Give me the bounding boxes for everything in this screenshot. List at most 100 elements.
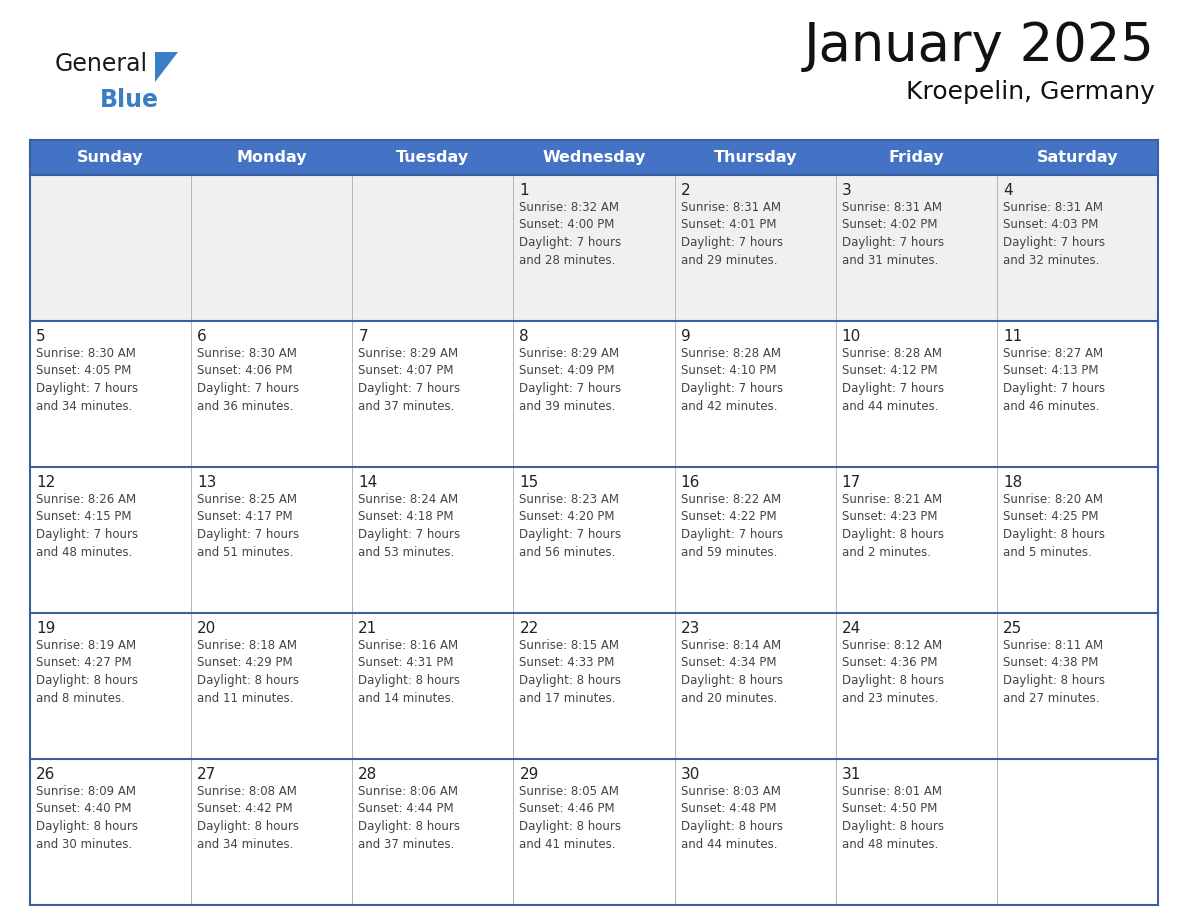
Text: Monday: Monday [236, 150, 307, 165]
Text: 4: 4 [1003, 183, 1012, 198]
Bar [191, 759, 353, 905]
Text: Sunrise: 8:12 AM
Sunset: 4:36 PM
Daylight: 8 hours
and 23 minutes.: Sunrise: 8:12 AM Sunset: 4:36 PM Dayligh… [842, 639, 943, 704]
Bar [997, 175, 1158, 321]
Text: Sunrise: 8:23 AM
Sunset: 4:20 PM
Daylight: 7 hours
and 56 minutes.: Sunrise: 8:23 AM Sunset: 4:20 PM Dayligh… [519, 493, 621, 558]
Bar [675, 175, 835, 321]
Text: Sunrise: 8:15 AM
Sunset: 4:33 PM
Daylight: 8 hours
and 17 minutes.: Sunrise: 8:15 AM Sunset: 4:33 PM Dayligh… [519, 639, 621, 704]
Text: Sunrise: 8:20 AM
Sunset: 4:25 PM
Daylight: 8 hours
and 5 minutes.: Sunrise: 8:20 AM Sunset: 4:25 PM Dayligh… [1003, 493, 1105, 558]
Text: 16: 16 [681, 475, 700, 490]
Text: 22: 22 [519, 621, 538, 636]
Text: 5: 5 [36, 329, 45, 344]
Text: 28: 28 [359, 767, 378, 782]
Text: Sunrise: 8:11 AM
Sunset: 4:38 PM
Daylight: 8 hours
and 27 minutes.: Sunrise: 8:11 AM Sunset: 4:38 PM Dayligh… [1003, 639, 1105, 704]
Text: Tuesday: Tuesday [397, 150, 469, 165]
Bar [353, 467, 513, 613]
Bar [675, 613, 835, 759]
Bar [30, 321, 191, 467]
Text: 21: 21 [359, 621, 378, 636]
Text: 20: 20 [197, 621, 216, 636]
Text: 14: 14 [359, 475, 378, 490]
Bar [997, 613, 1158, 759]
Bar [675, 321, 835, 467]
Text: Sunrise: 8:28 AM
Sunset: 4:10 PM
Daylight: 7 hours
and 42 minutes.: Sunrise: 8:28 AM Sunset: 4:10 PM Dayligh… [681, 347, 783, 412]
Text: 6: 6 [197, 329, 207, 344]
Text: Saturday: Saturday [1037, 150, 1118, 165]
Bar [191, 613, 353, 759]
Bar [997, 759, 1158, 905]
Text: 26: 26 [36, 767, 56, 782]
Bar [835, 175, 997, 321]
Bar [675, 467, 835, 613]
Text: 23: 23 [681, 621, 700, 636]
Bar [513, 175, 675, 321]
Text: Sunday: Sunday [77, 150, 144, 165]
Text: 11: 11 [1003, 329, 1022, 344]
Text: Wednesday: Wednesday [542, 150, 646, 165]
Text: Sunrise: 8:26 AM
Sunset: 4:15 PM
Daylight: 7 hours
and 48 minutes.: Sunrise: 8:26 AM Sunset: 4:15 PM Dayligh… [36, 493, 138, 558]
Text: 9: 9 [681, 329, 690, 344]
Bar [997, 467, 1158, 613]
Text: 12: 12 [36, 475, 56, 490]
Text: January 2025: January 2025 [804, 20, 1155, 72]
Text: Sunrise: 8:31 AM
Sunset: 4:01 PM
Daylight: 7 hours
and 29 minutes.: Sunrise: 8:31 AM Sunset: 4:01 PM Dayligh… [681, 201, 783, 266]
Text: Sunrise: 8:06 AM
Sunset: 4:44 PM
Daylight: 8 hours
and 37 minutes.: Sunrise: 8:06 AM Sunset: 4:44 PM Dayligh… [359, 785, 460, 850]
Text: Kroepelin, Germany: Kroepelin, Germany [906, 80, 1155, 104]
Text: Sunrise: 8:32 AM
Sunset: 4:00 PM
Daylight: 7 hours
and 28 minutes.: Sunrise: 8:32 AM Sunset: 4:00 PM Dayligh… [519, 201, 621, 266]
Text: 30: 30 [681, 767, 700, 782]
Bar [353, 175, 513, 321]
Bar [675, 759, 835, 905]
Text: Sunrise: 8:14 AM
Sunset: 4:34 PM
Daylight: 8 hours
and 20 minutes.: Sunrise: 8:14 AM Sunset: 4:34 PM Dayligh… [681, 639, 783, 704]
Bar [835, 467, 997, 613]
Text: 27: 27 [197, 767, 216, 782]
Text: Blue: Blue [100, 88, 159, 112]
Bar [353, 613, 513, 759]
Text: 8: 8 [519, 329, 529, 344]
Text: 1: 1 [519, 183, 529, 198]
Bar [513, 759, 675, 905]
Text: Sunrise: 8:24 AM
Sunset: 4:18 PM
Daylight: 7 hours
and 53 minutes.: Sunrise: 8:24 AM Sunset: 4:18 PM Dayligh… [359, 493, 461, 558]
Text: Sunrise: 8:25 AM
Sunset: 4:17 PM
Daylight: 7 hours
and 51 minutes.: Sunrise: 8:25 AM Sunset: 4:17 PM Dayligh… [197, 493, 299, 558]
Text: 29: 29 [519, 767, 539, 782]
Bar [513, 321, 675, 467]
Text: 31: 31 [842, 767, 861, 782]
Polygon shape [154, 52, 178, 82]
Bar [191, 321, 353, 467]
Text: Sunrise: 8:30 AM
Sunset: 4:05 PM
Daylight: 7 hours
and 34 minutes.: Sunrise: 8:30 AM Sunset: 4:05 PM Dayligh… [36, 347, 138, 412]
Bar [513, 467, 675, 613]
Text: Sunrise: 8:05 AM
Sunset: 4:46 PM
Daylight: 8 hours
and 41 minutes.: Sunrise: 8:05 AM Sunset: 4:46 PM Dayligh… [519, 785, 621, 850]
Bar [30, 759, 191, 905]
Text: Sunrise: 8:16 AM
Sunset: 4:31 PM
Daylight: 8 hours
and 14 minutes.: Sunrise: 8:16 AM Sunset: 4:31 PM Dayligh… [359, 639, 460, 704]
Text: Sunrise: 8:27 AM
Sunset: 4:13 PM
Daylight: 7 hours
and 46 minutes.: Sunrise: 8:27 AM Sunset: 4:13 PM Dayligh… [1003, 347, 1105, 412]
Bar [191, 467, 353, 613]
Text: Sunrise: 8:08 AM
Sunset: 4:42 PM
Daylight: 8 hours
and 34 minutes.: Sunrise: 8:08 AM Sunset: 4:42 PM Dayligh… [197, 785, 299, 850]
Text: Sunrise: 8:19 AM
Sunset: 4:27 PM
Daylight: 8 hours
and 8 minutes.: Sunrise: 8:19 AM Sunset: 4:27 PM Dayligh… [36, 639, 138, 704]
Text: 25: 25 [1003, 621, 1022, 636]
Text: Sunrise: 8:18 AM
Sunset: 4:29 PM
Daylight: 8 hours
and 11 minutes.: Sunrise: 8:18 AM Sunset: 4:29 PM Dayligh… [197, 639, 299, 704]
Text: 18: 18 [1003, 475, 1022, 490]
Bar [835, 613, 997, 759]
Bar [997, 321, 1158, 467]
Text: 19: 19 [36, 621, 56, 636]
Text: Sunrise: 8:29 AM
Sunset: 4:09 PM
Daylight: 7 hours
and 39 minutes.: Sunrise: 8:29 AM Sunset: 4:09 PM Dayligh… [519, 347, 621, 412]
Text: Sunrise: 8:21 AM
Sunset: 4:23 PM
Daylight: 8 hours
and 2 minutes.: Sunrise: 8:21 AM Sunset: 4:23 PM Dayligh… [842, 493, 943, 558]
Text: Sunrise: 8:31 AM
Sunset: 4:03 PM
Daylight: 7 hours
and 32 minutes.: Sunrise: 8:31 AM Sunset: 4:03 PM Dayligh… [1003, 201, 1105, 266]
Bar [30, 467, 191, 613]
Bar [30, 613, 191, 759]
Text: 13: 13 [197, 475, 216, 490]
Text: Sunrise: 8:28 AM
Sunset: 4:12 PM
Daylight: 7 hours
and 44 minutes.: Sunrise: 8:28 AM Sunset: 4:12 PM Dayligh… [842, 347, 943, 412]
Text: Sunrise: 8:09 AM
Sunset: 4:40 PM
Daylight: 8 hours
and 30 minutes.: Sunrise: 8:09 AM Sunset: 4:40 PM Dayligh… [36, 785, 138, 850]
Text: Sunrise: 8:22 AM
Sunset: 4:22 PM
Daylight: 7 hours
and 59 minutes.: Sunrise: 8:22 AM Sunset: 4:22 PM Dayligh… [681, 493, 783, 558]
Text: 17: 17 [842, 475, 861, 490]
Bar [191, 175, 353, 321]
Text: 7: 7 [359, 329, 368, 344]
Text: Sunrise: 8:01 AM
Sunset: 4:50 PM
Daylight: 8 hours
and 48 minutes.: Sunrise: 8:01 AM Sunset: 4:50 PM Dayligh… [842, 785, 943, 850]
Text: 24: 24 [842, 621, 861, 636]
Bar [835, 321, 997, 467]
Text: Sunrise: 8:30 AM
Sunset: 4:06 PM
Daylight: 7 hours
and 36 minutes.: Sunrise: 8:30 AM Sunset: 4:06 PM Dayligh… [197, 347, 299, 412]
Text: 3: 3 [842, 183, 852, 198]
Bar [353, 321, 513, 467]
Bar [353, 759, 513, 905]
Bar [513, 613, 675, 759]
Text: Thursday: Thursday [713, 150, 797, 165]
Bar [30, 140, 1158, 175]
